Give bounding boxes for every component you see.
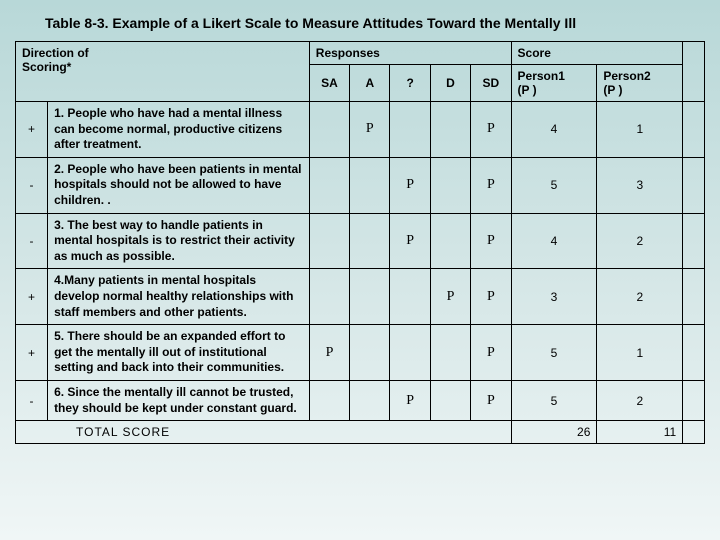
mark-a: P <box>350 102 390 158</box>
mark-a <box>350 380 390 420</box>
table-row: + 4.Many patients in mental hospitals de… <box>16 269 705 325</box>
table-row: - 6. Since the mentally ill cannot be tr… <box>16 380 705 420</box>
header-q: ? <box>390 65 430 102</box>
header-person1: Person1 (P ) <box>511 65 597 102</box>
score-p1: 4 <box>511 102 597 158</box>
statement: 1. People who have had a mental illness … <box>54 106 303 153</box>
mark-sa <box>309 380 349 420</box>
mark-d: P <box>430 269 470 325</box>
table-title: Table 8-3. Example of a Likert Scale to … <box>15 10 705 41</box>
mark-sa <box>309 213 349 269</box>
score-p2: 1 <box>597 102 683 158</box>
sign: + <box>16 325 48 381</box>
mark-sd: P <box>471 325 511 381</box>
header-person2: Person2 (P ) <box>597 65 683 102</box>
score-p1: 5 <box>511 325 597 381</box>
mark-a <box>350 269 390 325</box>
mark-a <box>350 157 390 213</box>
total-row: TOTAL SCORE 26 11 <box>16 421 705 444</box>
table-row: + 5. There should be an expanded effort … <box>16 325 705 381</box>
mark-d <box>430 213 470 269</box>
mark-q: P <box>390 157 430 213</box>
mark-sd: P <box>471 102 511 158</box>
mark-sd: P <box>471 269 511 325</box>
mark-sd: P <box>471 213 511 269</box>
mark-a <box>350 213 390 269</box>
mark-d <box>430 325 470 381</box>
mark-q: P <box>390 380 430 420</box>
header-d: D <box>430 65 470 102</box>
mark-sa <box>309 102 349 158</box>
sign: + <box>16 102 48 158</box>
table-row: - 3. The best way to handle patients in … <box>16 213 705 269</box>
score-p1: 4 <box>511 213 597 269</box>
sign: + <box>16 269 48 325</box>
score-p1: 5 <box>511 157 597 213</box>
table-row: + 1. People who have had a mental illnes… <box>16 102 705 158</box>
score-p1: 3 <box>511 269 597 325</box>
score-p2: 2 <box>597 380 683 420</box>
score-p2: 3 <box>597 157 683 213</box>
mark-d <box>430 380 470 420</box>
score-p1: 5 <box>511 380 597 420</box>
header-a: A <box>350 65 390 102</box>
total-label: TOTAL SCORE <box>16 421 512 444</box>
sign: - <box>16 157 48 213</box>
statement: 2. People who have been patients in ment… <box>54 162 303 209</box>
mark-sa: P <box>309 325 349 381</box>
sign: - <box>16 213 48 269</box>
table-row: - 2. People who have been patients in me… <box>16 157 705 213</box>
mark-a <box>350 325 390 381</box>
likert-table: Direction of Scoring* Responses Score SA… <box>15 41 705 444</box>
total-p1: 26 <box>511 421 597 444</box>
statement: 6. Since the mentally ill cannot be trus… <box>54 385 303 416</box>
header-sa: SA <box>309 65 349 102</box>
statement: 5. There should be an expanded effort to… <box>54 329 303 376</box>
total-p2: 11 <box>597 421 683 444</box>
mark-sa <box>309 157 349 213</box>
statement: 3. The best way to handle patients in me… <box>54 218 303 265</box>
header-direction: Direction of Scoring* <box>16 42 310 102</box>
score-p2: 2 <box>597 213 683 269</box>
mark-q: P <box>390 213 430 269</box>
header-sd: SD <box>471 65 511 102</box>
mark-d <box>430 102 470 158</box>
statement: 4.Many patients in mental hospitals deve… <box>54 273 303 320</box>
mark-sa <box>309 269 349 325</box>
score-p2: 1 <box>597 325 683 381</box>
mark-d <box>430 157 470 213</box>
header-responses: Responses <box>309 42 511 65</box>
mark-sd: P <box>471 380 511 420</box>
mark-q <box>390 325 430 381</box>
mark-sd: P <box>471 157 511 213</box>
mark-q <box>390 269 430 325</box>
mark-q <box>390 102 430 158</box>
header-score: Score <box>511 42 683 65</box>
score-p2: 2 <box>597 269 683 325</box>
sign: - <box>16 380 48 420</box>
